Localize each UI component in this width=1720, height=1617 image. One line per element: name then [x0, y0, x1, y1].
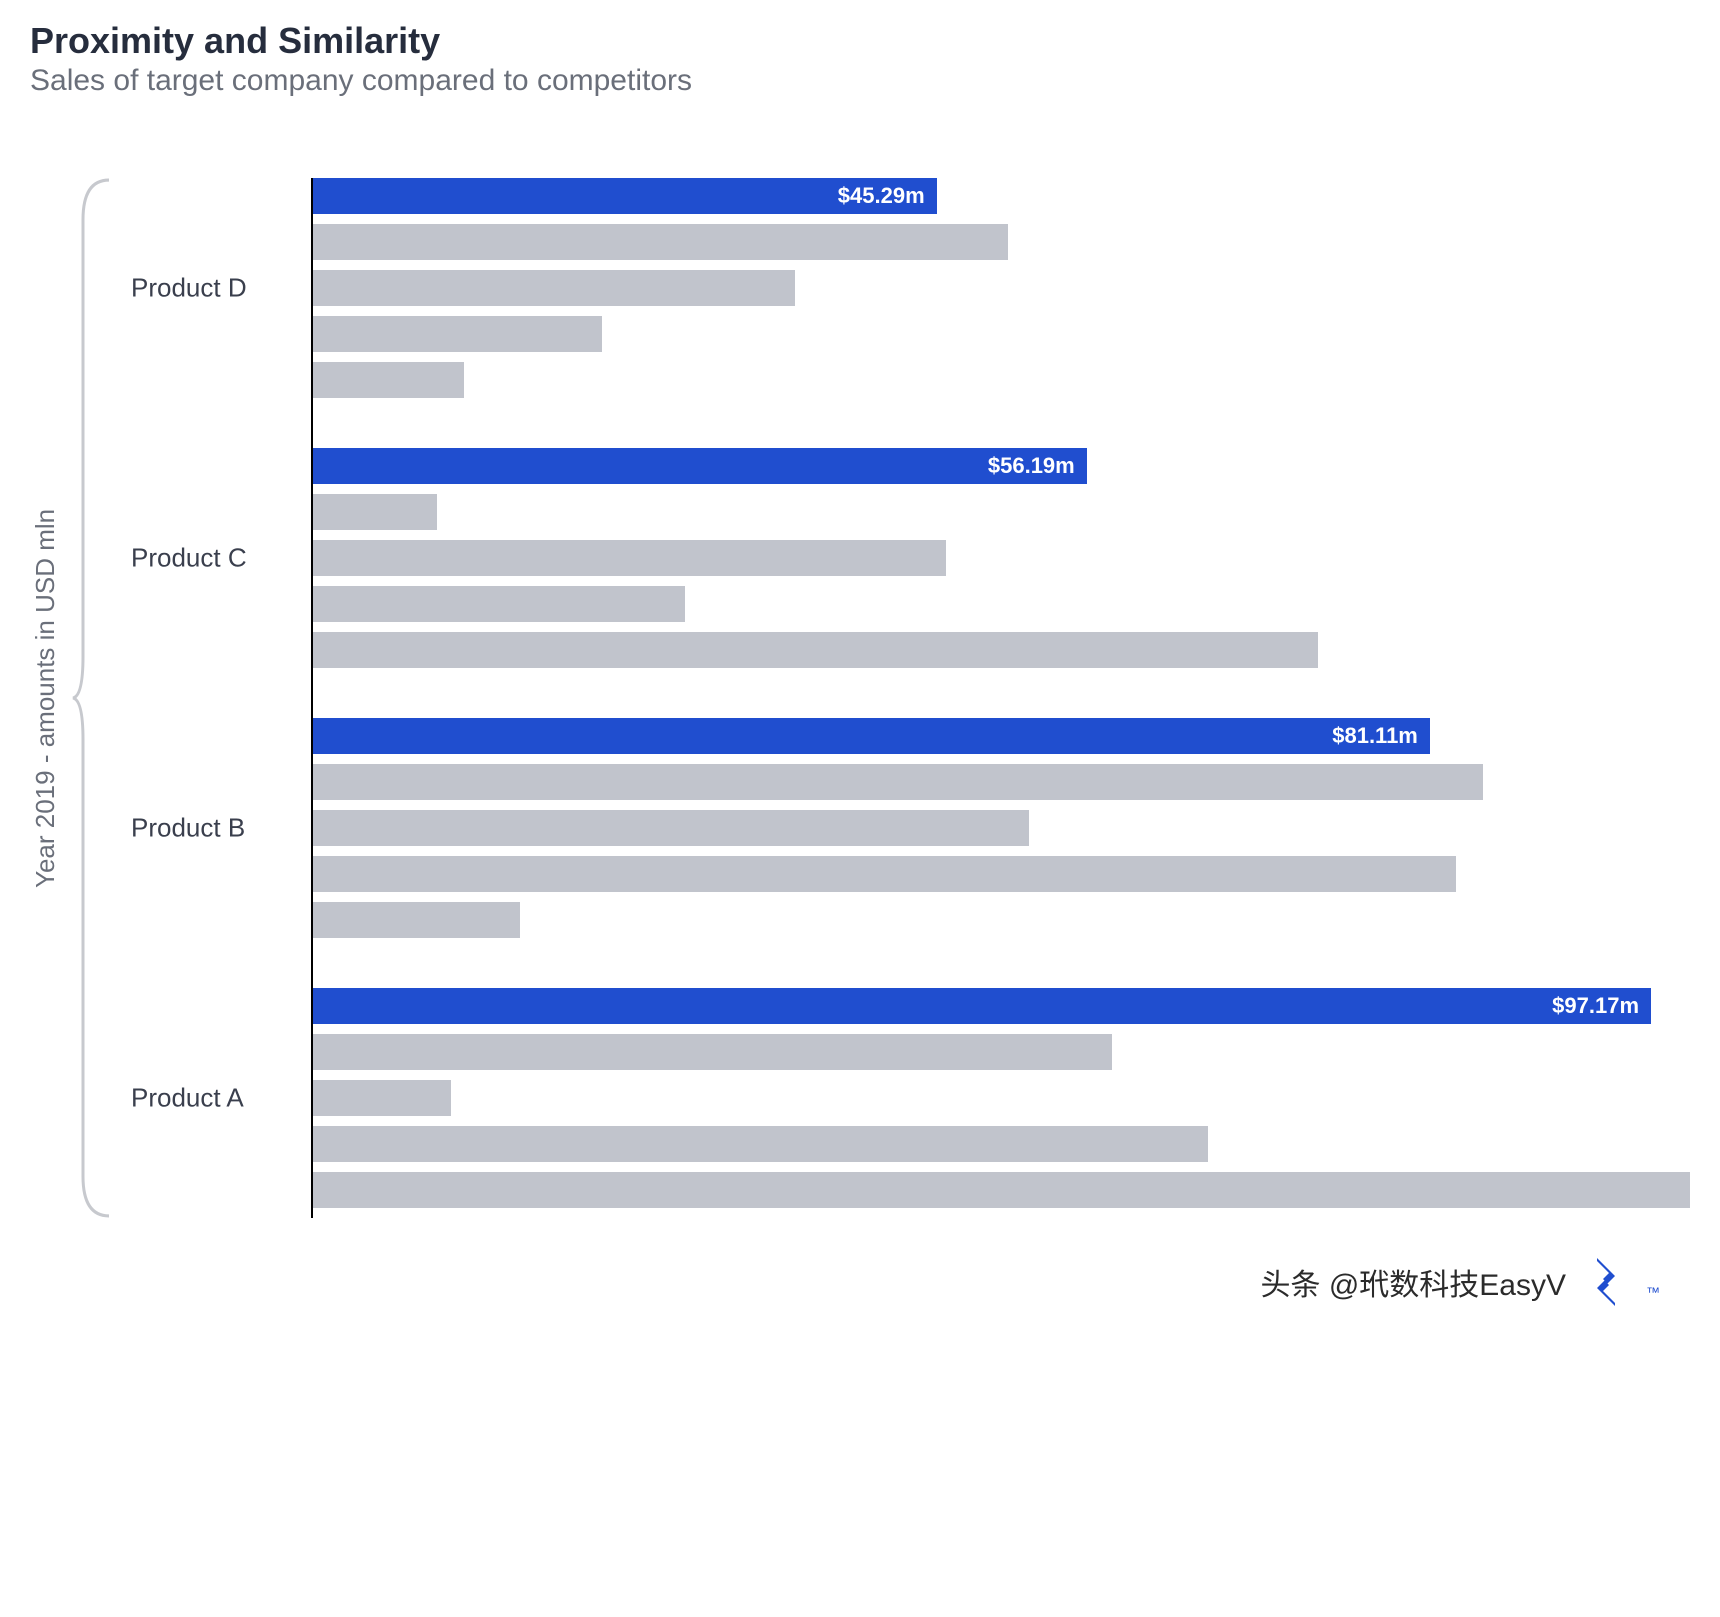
bar-muted — [313, 1172, 1690, 1208]
plot-area: $45.29m $56.19m $81.11m $97.17m — [311, 178, 1690, 1218]
bar-highlight: $56.19m — [313, 448, 1087, 484]
bar-muted — [313, 810, 1029, 846]
bar-muted — [313, 316, 602, 352]
bar-group: $81.11m — [313, 718, 1690, 938]
bar-value-label: $56.19m — [988, 453, 1075, 479]
trademark-text: ™ — [1646, 1284, 1660, 1300]
group-bracket — [71, 178, 111, 1218]
bar-group: $97.17m — [313, 988, 1690, 1208]
category-label: Product A — [131, 1083, 244, 1114]
category-labels: Product D Product C Product B Product A — [131, 178, 311, 1218]
bar-value-label: $97.17m — [1552, 993, 1639, 1019]
bar-muted — [313, 1080, 451, 1116]
bar-muted — [313, 764, 1483, 800]
y-axis-label: Year 2019 - amounts in USD mln — [30, 178, 61, 1218]
bar-muted — [313, 494, 437, 530]
footer: 头条 @玳数科技EasyV ™ — [30, 1258, 1690, 1306]
category-label: Product D — [131, 273, 247, 304]
bar-group: $56.19m — [313, 448, 1690, 668]
chart-area: Year 2019 - amounts in USD mln Product D… — [30, 178, 1690, 1218]
bar-highlight: $45.29m — [313, 178, 937, 214]
bar-highlight: $81.11m — [313, 718, 1430, 754]
bar-muted — [313, 270, 795, 306]
bar-muted — [313, 540, 946, 576]
watermark-text: 头条 @玳数科技EasyV — [1261, 1260, 1567, 1304]
bar-muted — [313, 224, 1008, 260]
toptal-logo-icon — [1582, 1258, 1630, 1306]
bar-muted — [313, 586, 685, 622]
bar-highlight: $97.17m — [313, 988, 1651, 1024]
chart-subtitle: Sales of target company compared to comp… — [30, 64, 1690, 98]
bar-muted — [313, 856, 1456, 892]
bar-muted — [313, 362, 464, 398]
bar-value-label: $81.11m — [1332, 723, 1418, 749]
bar-group: $45.29m — [313, 178, 1690, 398]
bar-muted — [313, 902, 520, 938]
bar-muted — [313, 1034, 1112, 1070]
bar-muted — [313, 632, 1318, 668]
category-label: Product B — [131, 813, 245, 844]
bar-muted — [313, 1126, 1208, 1162]
category-label: Product C — [131, 543, 247, 574]
bar-value-label: $45.29m — [838, 183, 925, 209]
chart-title: Proximity and Similarity — [30, 20, 1690, 62]
